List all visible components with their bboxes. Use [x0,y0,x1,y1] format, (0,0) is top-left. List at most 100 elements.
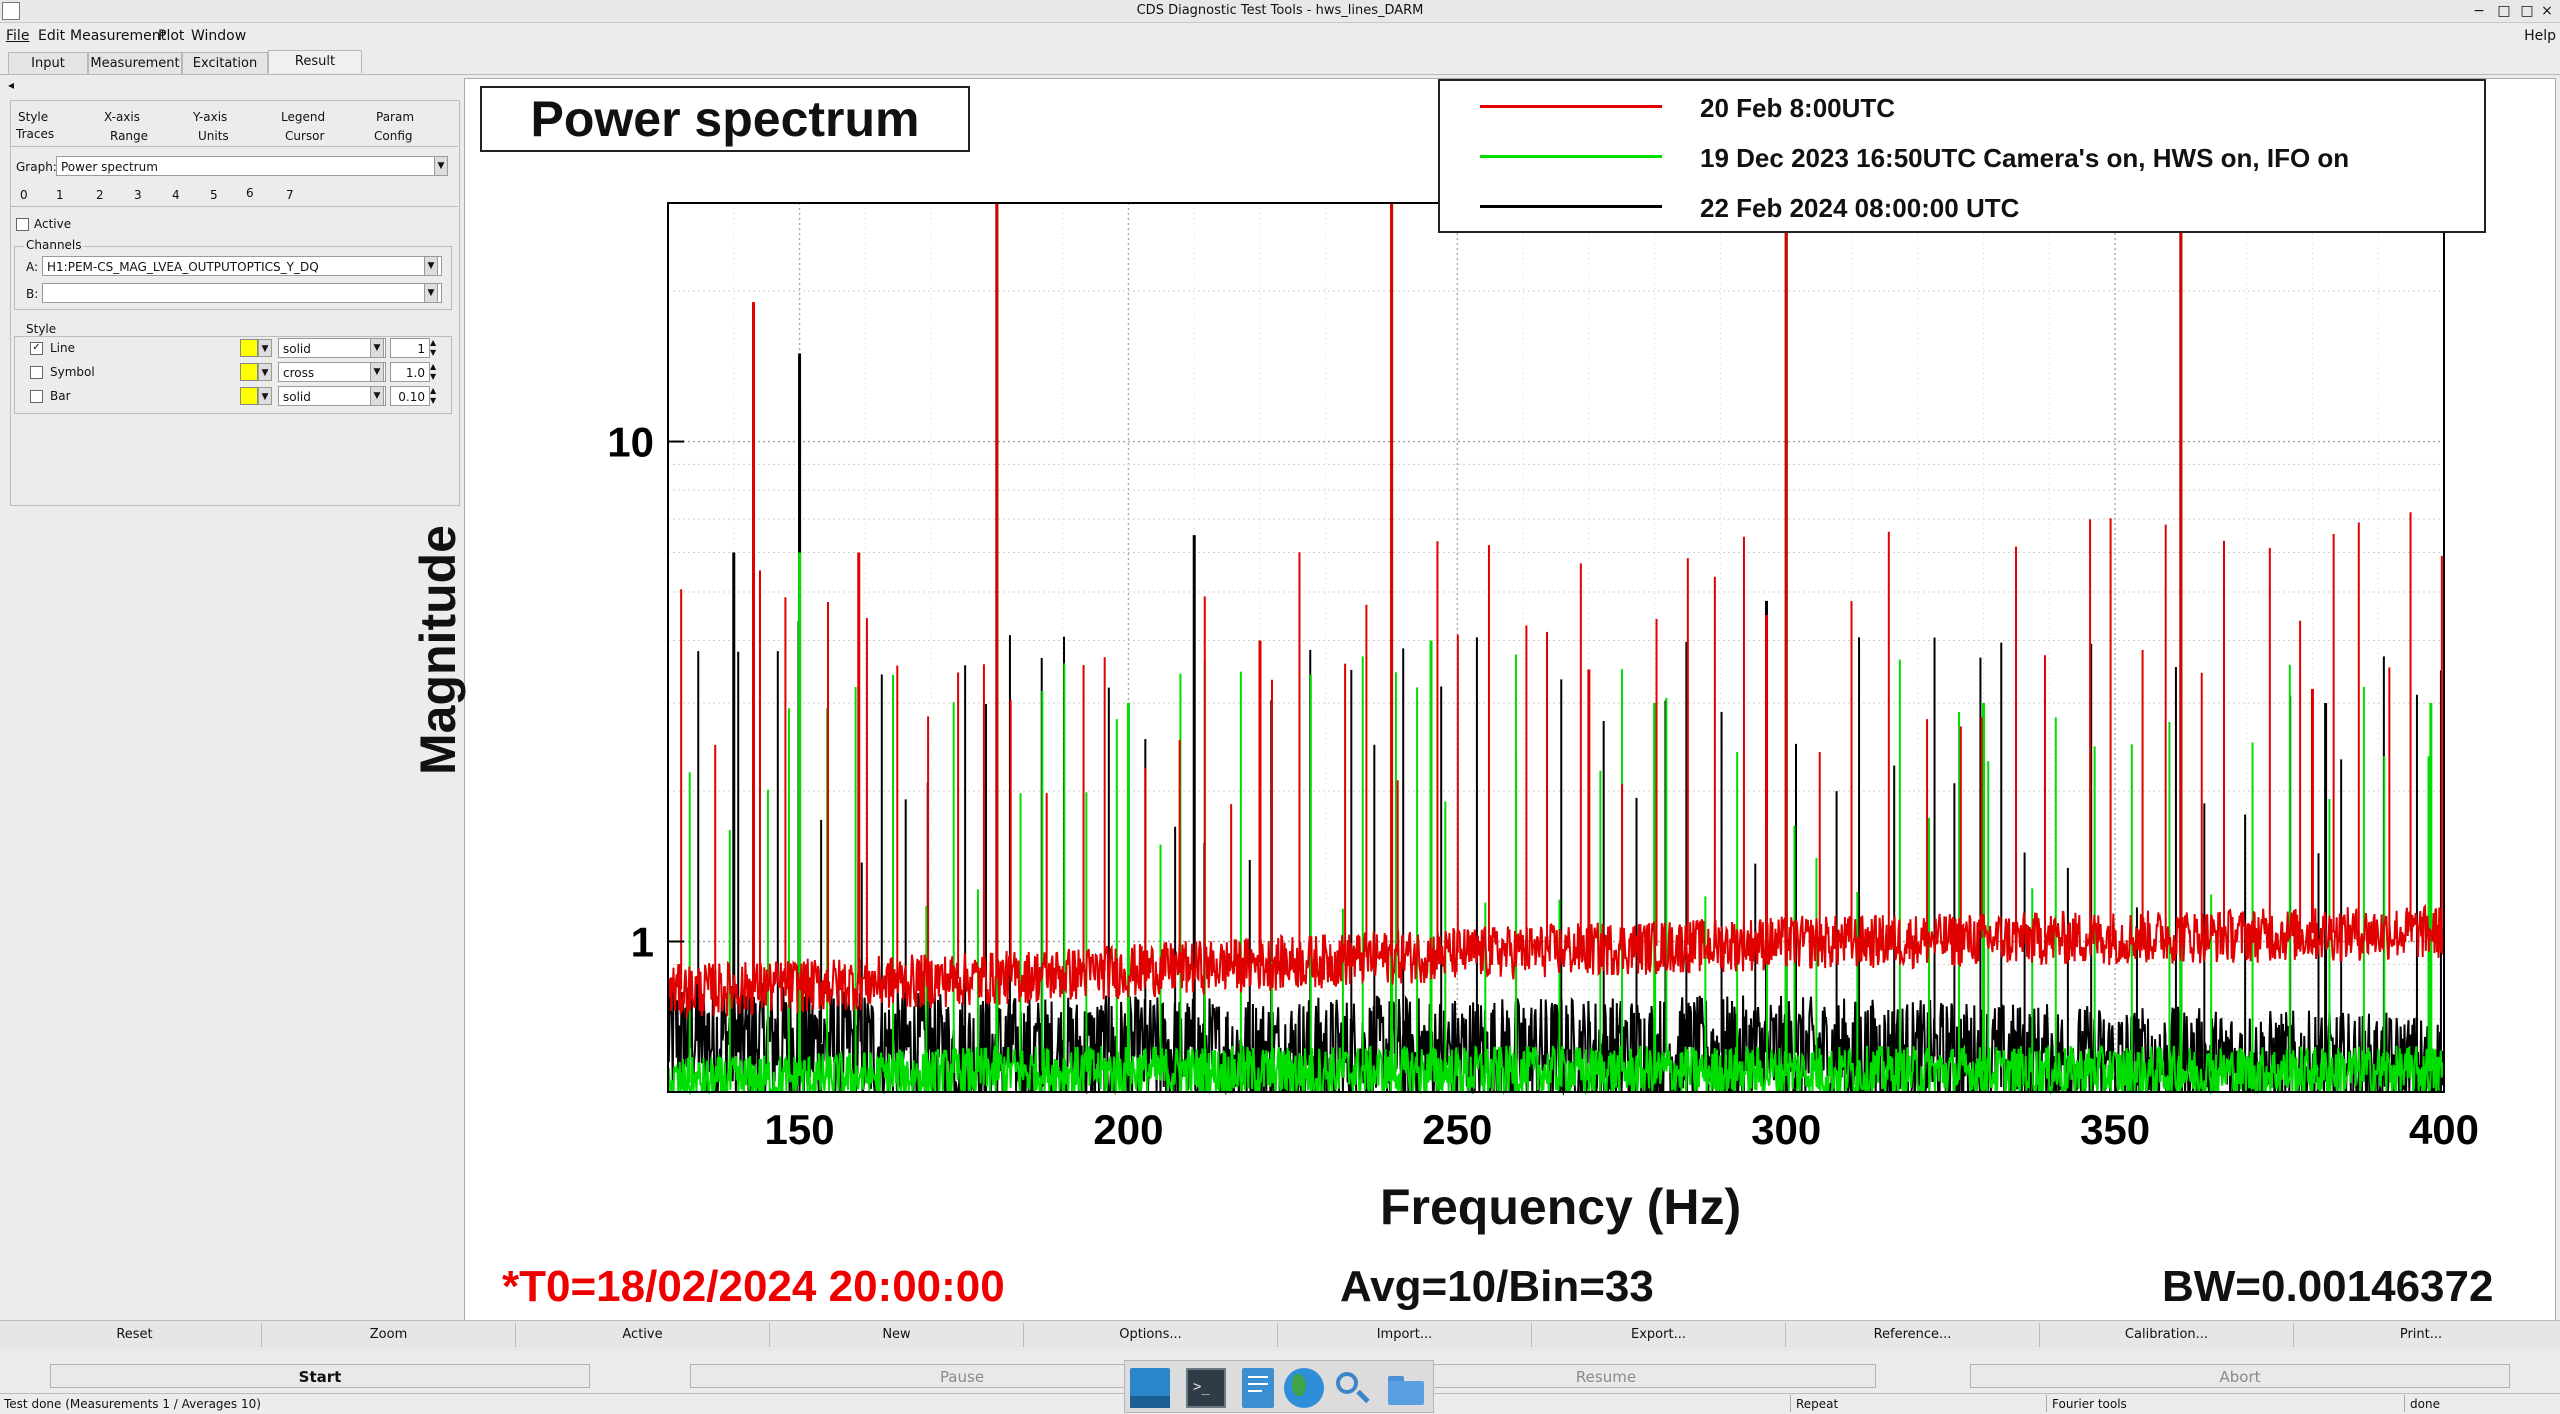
bar-checkbox[interactable] [30,390,43,403]
tab-excitation[interactable]: Excitation [182,52,268,75]
active-button[interactable]: Active [516,1323,770,1347]
line-pattern-select[interactable]: solid [278,338,386,358]
collapse-arrow-icon[interactable]: ◂ [8,78,15,92]
line-color-chevron-icon[interactable]: ▼ [258,339,272,357]
x-tick-label: 400 [2409,1106,2479,1153]
symbol-size-input[interactable]: 1.0 [390,362,430,382]
zoom-button[interactable]: Zoom [262,1323,516,1347]
close-button[interactable]: × [2541,3,2553,19]
line-color-swatch[interactable] [240,339,258,357]
status-message: Test done (Measurements 1 / Averages 10) [4,1397,261,1411]
channel-b-chevron-icon[interactable]: ▼ [424,283,438,303]
maximize-button[interactable]: □ [2520,3,2534,19]
option-tab-y-axis[interactable]: Y-axis [193,110,228,124]
channels-group-label: Channels [24,238,84,252]
option-tab-range[interactable]: Range [110,129,149,143]
line-checkbox[interactable]: ✓ [30,342,43,355]
restore-button[interactable]: □ [2497,3,2511,19]
graph-dropdown-chevron-icon[interactable]: ▼ [434,156,448,176]
symbol-pattern-select[interactable]: cross [278,362,386,382]
active-label: Active [34,217,72,231]
symbol-label: Symbol [50,365,95,379]
legend-entry-1: 20 Feb 8:00UTC [1700,93,1896,123]
bar-width-input[interactable]: 0.10 [390,386,430,406]
line-width-input[interactable]: 1 [390,338,430,358]
bar-color-chevron-icon[interactable]: ▼ [258,387,272,405]
menu-measurement[interactable]: Measurement [70,28,167,44]
line-pattern-chevron-icon[interactable]: ▼ [370,338,384,358]
app-icon [2,2,20,20]
trace-tab-6[interactable]: 6 [246,186,254,200]
trace-tab-2[interactable]: 2 [96,188,104,202]
legend-swatch-green [1480,155,1662,158]
trace-tab-7[interactable]: 7 [286,188,294,202]
trace-noise-path [667,903,2445,1018]
menu-window[interactable]: Window [191,28,247,44]
menu-file[interactable]: File [6,28,30,44]
channel-b-label: B: [26,287,39,301]
options-button[interactable]: Options... [1024,1323,1278,1347]
minimize-button[interactable]: − [2473,3,2485,19]
active-checkbox[interactable] [16,218,29,231]
option-tab-traces[interactable]: Traces [16,127,55,141]
symbol-color-chevron-icon[interactable]: ▼ [258,363,272,381]
bar-width-stepper[interactable]: ▲ ▼ [430,386,437,405]
bar-pattern-chevron-icon[interactable]: ▼ [370,386,384,406]
bar-pattern-select[interactable]: solid [278,386,386,406]
symbol-color-swatch[interactable] [240,363,258,381]
abort-button[interactable]: Abort [1970,1364,2510,1388]
reset-button[interactable]: Reset [8,1323,262,1347]
trace-tab-1[interactable]: 1 [56,188,64,202]
tab-result[interactable]: Result [268,50,362,73]
trace-tab-4[interactable]: 4 [172,188,180,202]
trace-tab-5[interactable]: 5 [210,188,218,202]
desktop-icon[interactable] [1130,1368,1170,1408]
calibration-button[interactable]: Calibration... [2040,1323,2294,1347]
print-button[interactable]: Print... [2399,1327,2443,1342]
option-tab-legend[interactable]: Legend [281,110,326,124]
option-tab-units[interactable]: Units [198,129,229,143]
title-bar [0,0,2560,23]
option-tab-x-axis[interactable]: X-axis [104,110,140,124]
start-button[interactable]: Start [50,1364,590,1388]
channel-a-chevron-icon[interactable]: ▼ [424,256,438,276]
text-editor-icon[interactable] [1242,1368,1274,1408]
tab-measurement[interactable]: Measurement [88,52,182,75]
option-tab-param[interactable]: Param [376,110,415,124]
reference-button[interactable]: Reference... [1786,1323,2040,1347]
search-magnifier-icon[interactable] [1332,1368,1372,1408]
symbol-checkbox[interactable] [30,366,43,379]
channel-b-select[interactable] [42,283,442,303]
plot-toolbar [0,1320,2560,1351]
option-tab-cursor[interactable]: Cursor [285,129,325,143]
status-repeat: Repeat [1796,1397,1839,1411]
trace-noise-path [667,1044,2445,1096]
browser-globe-icon[interactable] [1284,1368,1324,1408]
file-manager-folder-icon[interactable] [1386,1368,1426,1408]
legend-entry-2: 19 Dec 2023 16:50UTC Camera's on, HWS on… [1700,143,2350,173]
option-tab-style[interactable]: Style [18,110,49,124]
trace-tab-3[interactable]: 3 [134,188,142,202]
terminal-icon[interactable]: >_ [1186,1368,1226,1408]
line-width-stepper[interactable]: ▲ ▼ [430,338,437,357]
menu-edit[interactable]: Edit [38,28,66,44]
power-spectrum-chart[interactable]: 150 200 250 300 350 400 1 10 [464,78,2554,1320]
menu-help[interactable]: Help [2524,28,2556,44]
new-button[interactable]: New [770,1323,1024,1347]
tab-divider [0,74,2560,75]
option-tab-config[interactable]: Config [374,129,413,143]
channel-a-select[interactable]: H1:PEM-CS_MAG_LVEA_OUTPUTOPTICS_Y_DQ [42,256,442,276]
trace-tab-0[interactable]: 0 [20,188,28,202]
menu-plot[interactable]: Plot [158,28,185,44]
symbol-size-stepper[interactable]: ▲ ▼ [430,362,437,381]
symbol-pattern-chevron-icon[interactable]: ▼ [370,362,384,382]
graph-select[interactable]: Power spectrum [56,156,442,176]
legend: 20 Feb 8:00UTC 19 Dec 2023 16:50UTC Came… [1438,79,2486,233]
tab-input[interactable]: Input [8,52,88,75]
plot-area[interactable] [464,78,2556,1322]
bar-color-swatch[interactable] [240,387,258,405]
export-button[interactable]: Export... [1532,1323,1786,1347]
y-tick-label: 1 [631,918,654,965]
avg-bin-readout: Avg=10/Bin=33 [1340,1262,1654,1311]
import-button[interactable]: Import... [1278,1323,1532,1347]
